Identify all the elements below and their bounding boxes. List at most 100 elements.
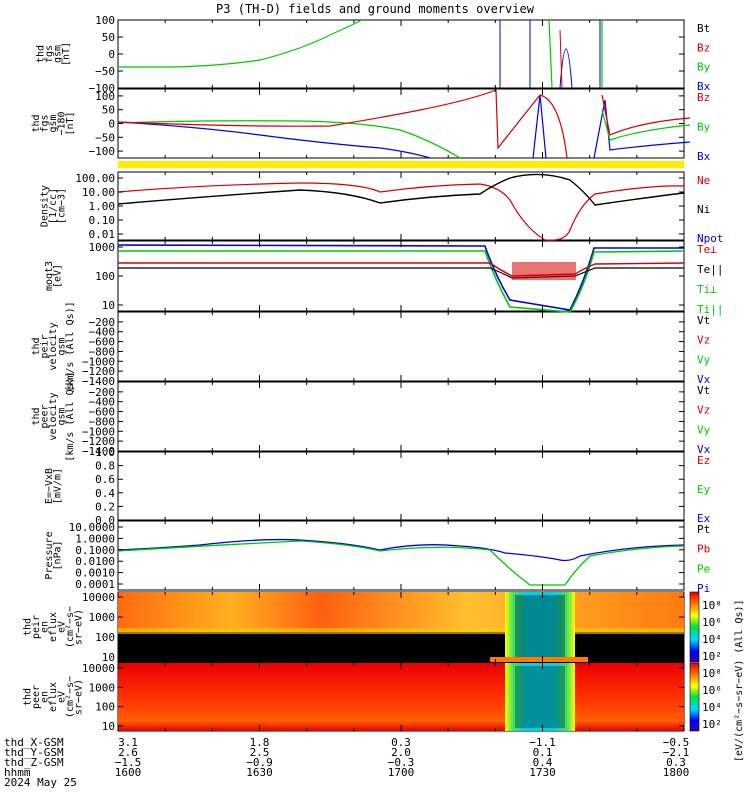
y-axis-label: thd (31, 114, 42, 132)
y-tick-label: 1.00 (89, 200, 116, 213)
legend-entry: Vy (697, 423, 711, 436)
y-tick-label: −400 (89, 326, 116, 339)
legend-entry: Bz (697, 41, 710, 54)
y-tick-label: 100 (95, 90, 115, 103)
y-tick-label: 0 (108, 118, 115, 131)
ephemeris-value: 2.5 (250, 746, 270, 759)
y-axis-label: en (40, 691, 51, 703)
colorbar-tick: 10⁶ (702, 616, 722, 629)
legend-entry: Bt (697, 22, 710, 35)
y-tick-label: 0.1000 (75, 544, 115, 557)
y-tick-label: −1000 (82, 355, 115, 368)
ti-perp-trace (117, 244, 684, 311)
by-trace-2 (117, 109, 691, 159)
y-tick-label: 0.10 (89, 214, 116, 227)
ephemeris-value: 1700 (388, 766, 415, 779)
legend-entry: Ne (697, 174, 710, 187)
y-tick-label: 100.00 (75, 172, 115, 185)
y-axis-label: [cm−3] (57, 188, 68, 224)
panel-frame (117, 311, 685, 382)
y-tick-label: −800 (89, 345, 116, 358)
ephemeris-value: 2.0 (391, 746, 411, 759)
colorbar-upper (689, 591, 700, 663)
ephemeris-value: 2.6 (118, 746, 138, 759)
y-axis-label: eflux (48, 682, 59, 712)
ephemeris-value: −0.5 (663, 736, 690, 749)
y-tick-label: 0.0 (95, 514, 115, 527)
ni-trace (117, 173, 685, 206)
y-tick-label: −1200 (82, 435, 115, 448)
y-axis-label: Density (40, 185, 51, 227)
ephemeris-value: −0.9 (246, 756, 273, 769)
y-tick-label: 10.00 (82, 186, 115, 199)
y-axis-label: [nT] (61, 42, 72, 66)
legend-entry: By (697, 61, 711, 74)
y-axis-label: [km/s (All Qs)] (65, 371, 76, 461)
y-tick-label: 100 (95, 701, 115, 714)
ephemeris-value: 0.4 (533, 756, 553, 769)
y-tick-label: 50 (102, 31, 115, 44)
panel-frame (117, 381, 685, 452)
panel-density (117, 173, 685, 241)
by-trace-1 (118, 19, 603, 89)
y-tick-label: −200 (89, 316, 116, 329)
y-tick-label: −1200 (82, 365, 115, 378)
y-tick-label: −1400 (82, 375, 115, 388)
legend-entry: Te|| (697, 263, 724, 276)
y-tick-label: 10.0000 (69, 521, 115, 534)
bz-trace-1 (559, 29, 563, 89)
y-axis-label: peir (31, 615, 42, 639)
legend-entry: Vz (697, 404, 710, 417)
y-tick-label: 0.0001 (75, 578, 115, 591)
y-tick-label: 0 (108, 48, 115, 61)
ephemeris-value: 0.3 (666, 756, 686, 769)
legend-entry: Ey (697, 483, 711, 496)
colorbar-tick: 10⁸ (702, 667, 722, 680)
ephemeris-label: thd_X-GSM (4, 736, 64, 749)
y-tick-label: −100 (89, 145, 116, 158)
y-tick-label: 100 (95, 631, 115, 644)
ephemeris-value: 0.3 (391, 736, 411, 749)
y-tick-label: −50 (95, 131, 115, 144)
y-axis-label: [nPa] (52, 540, 63, 570)
y-axis-label: eflux (48, 612, 59, 642)
y-tick-label: −600 (89, 406, 116, 419)
colorbar-tick: 10⁸ (702, 599, 722, 612)
y-tick-label: −100 (89, 82, 116, 95)
panel-temperature (117, 244, 685, 313)
y-tick-label: 0.4 (95, 487, 115, 500)
y-tick-label: −1400 (82, 445, 115, 458)
y-tick-label: −600 (89, 336, 116, 349)
legend-entry: Bx (697, 80, 711, 93)
y-tick-label: 10 (102, 651, 115, 664)
y-axis-label: fgs (44, 45, 55, 63)
y-tick-label: −200 (89, 386, 116, 399)
y-axis-label: moqt3 (44, 261, 55, 291)
y-tick-label: −50 (95, 65, 115, 78)
y-tick-label: 10000 (82, 662, 115, 675)
y-tick-label: 0.01 (89, 228, 116, 241)
y-axis-label: gsm (57, 407, 68, 425)
plot-title: P3 (TH-D) fields and ground moments over… (216, 2, 535, 16)
ti-par-trace (118, 250, 685, 313)
y-axis-label: peir (40, 334, 51, 358)
y-axis-label: peer (40, 404, 51, 428)
legend-entry: Ti|| (697, 303, 724, 316)
ephemeris-value: −1.1 (529, 736, 556, 749)
pe-trace (117, 540, 685, 586)
bx-spike-1 (529, 20, 601, 89)
ephemeris-value: 1730 (529, 766, 556, 779)
legend-entry: Bz (697, 91, 710, 104)
legend-entry: Vt (697, 384, 710, 397)
y-axis-label: −180 (57, 111, 68, 135)
panel-peer-eflux (118, 663, 684, 731)
legend-entry: Vt (697, 314, 710, 327)
legend-entry: Vx (697, 443, 711, 456)
y-tick-label: 50 (102, 104, 115, 117)
y-axis-label: gsm (52, 45, 63, 63)
y-tick-label: −1000 (82, 425, 115, 438)
legend-entry: By (697, 121, 711, 134)
ephemeris-value: 1600 (115, 766, 142, 779)
y-axis-label: eV (57, 621, 68, 633)
colorbar-lower (689, 662, 700, 732)
